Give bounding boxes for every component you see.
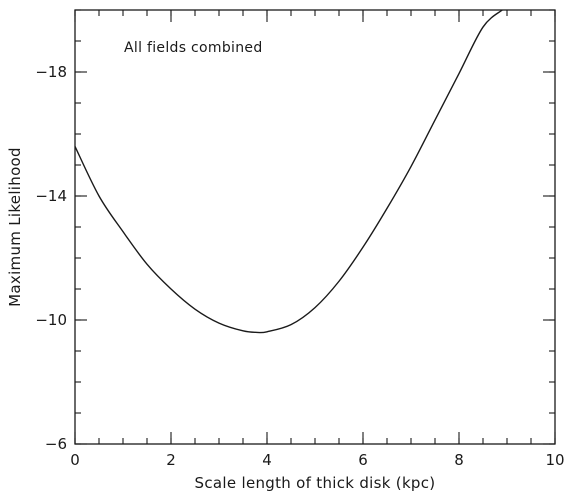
y-tick-labels: −6 −10 −14 −18 [35, 63, 67, 453]
x-tick-label: 0 [70, 451, 80, 469]
x-tick-label: 8 [454, 451, 464, 469]
x-tick-label: 6 [358, 451, 368, 469]
x-tick-label: 4 [262, 451, 272, 469]
y-tick-label: −14 [35, 187, 67, 205]
x-tick-labels: 0 2 4 6 8 10 [70, 451, 564, 469]
major-ticks [74, 10, 556, 445]
x-tick-label: 2 [166, 451, 176, 469]
y-tick-label: −18 [35, 63, 67, 81]
minor-ticks [74, 9, 556, 445]
y-tick-label: −10 [35, 311, 67, 329]
x-tick-label: 10 [545, 451, 564, 469]
x-axis-label: Scale length of thick disk (kpc) [195, 474, 436, 492]
y-axis-label: Maximum Likelihood [6, 147, 24, 307]
annotation-text: All fields combined [124, 40, 263, 56]
y-tick-label: −6 [45, 435, 67, 453]
plot-frame [74, 9, 556, 445]
likelihood-curve [74, 9, 503, 334]
